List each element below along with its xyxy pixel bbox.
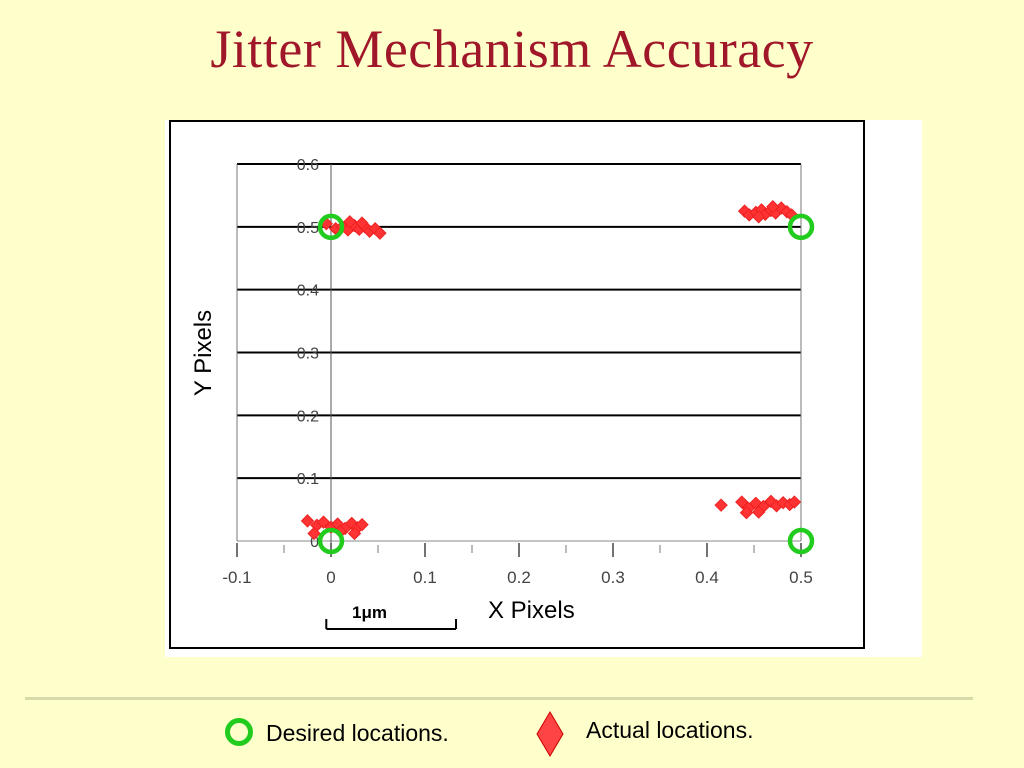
actual-location-point: [373, 226, 387, 240]
x-tick-label: 0: [326, 568, 335, 587]
actual-location-point: [343, 215, 357, 229]
divider-line: [25, 697, 973, 700]
y-tick-label: 0.1: [297, 471, 319, 488]
chart-frame: [169, 120, 865, 649]
actual-location-diamond-icon: [536, 711, 564, 757]
scale-bar-label: 1μm: [352, 603, 387, 622]
desired-location-point: [317, 213, 345, 241]
desired-location-point: [787, 527, 815, 555]
actual-location-point: [714, 498, 728, 512]
actual-location-point: [739, 506, 754, 520]
chart-panel: 0 0.1 0.2 0.3 0.4 0.5 0.6 -0.1 0 0.1 0.2 0.3 0.4 0.5: [165, 120, 922, 657]
actual-location-point: [347, 526, 362, 541]
y-tick-label: 0: [310, 534, 319, 551]
y-tick-label: 0.2: [297, 408, 319, 425]
y-axis-label: Y Pixels: [190, 309, 217, 397]
slide-title: Jitter Mechanism Accuracy: [210, 19, 814, 79]
x-axis-label: X Pixels: [488, 597, 575, 624]
actual-location-point: [735, 495, 749, 509]
actual-location-point: [355, 517, 369, 532]
y-tick-label: 0.3: [297, 346, 319, 363]
actual-location-point: [766, 200, 780, 214]
y-tick-label: 0.4: [297, 283, 319, 300]
actual-location-point: [307, 526, 321, 541]
x-tick-label: 0.1: [413, 568, 437, 587]
actual-location-point: [787, 495, 802, 509]
scatter-plot: 0 0.1 0.2 0.3 0.4 0.5 0.6 -0.1 0 0.1 0.2 0.3 0.4 0.5: [169, 120, 865, 649]
y-tick-label: 0.6: [297, 157, 319, 174]
y-tick-label: 0.5: [297, 220, 319, 237]
desired-location-point: [787, 213, 815, 241]
x-tick-label: -0.1: [222, 568, 251, 587]
x-tick-label: 0.3: [601, 568, 625, 587]
x-tick-label: 0.2: [507, 568, 531, 587]
x-tick-label: 0.5: [789, 568, 813, 587]
actual-location-point: [751, 505, 766, 519]
actual-location-point: [751, 210, 766, 224]
actual-location-point: [300, 514, 315, 528]
legend-desired-label: Desired locations.: [266, 720, 449, 746]
x-tick-label: 0.4: [695, 568, 719, 587]
desired-location-point: [317, 527, 345, 555]
legend-actual-label: Actual locations.: [586, 717, 754, 743]
actual-location-point: [355, 216, 369, 230]
desired-location-circle-icon: [225, 718, 253, 746]
